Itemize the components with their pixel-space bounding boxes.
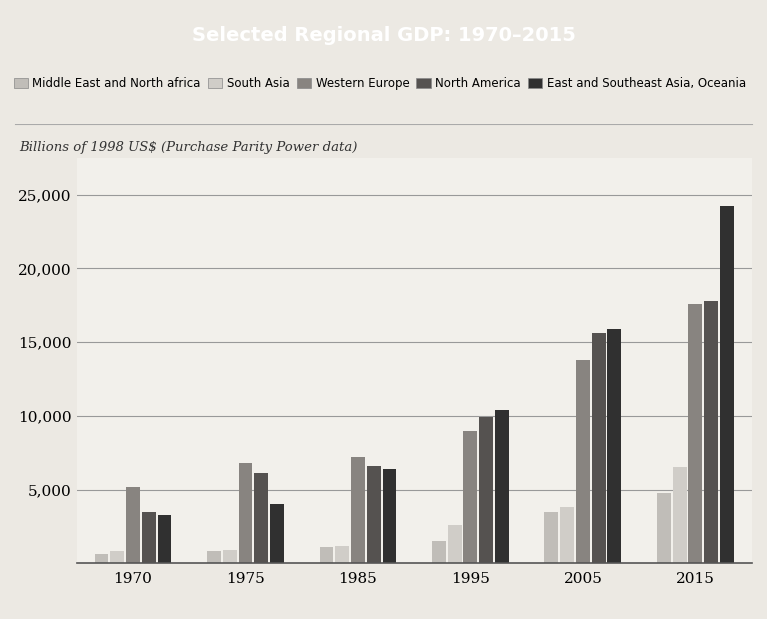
Bar <box>270 504 284 563</box>
Bar <box>560 507 574 563</box>
Bar <box>207 552 221 563</box>
Bar <box>142 512 156 563</box>
Bar <box>383 469 397 563</box>
Bar <box>591 333 606 563</box>
Bar <box>351 457 365 563</box>
Bar <box>320 547 334 563</box>
Bar <box>576 360 590 563</box>
Bar <box>463 431 477 563</box>
Bar <box>157 514 171 563</box>
Legend: Middle East and North africa, South Asia, Western Europe, North America, East an: Middle East and North africa, South Asia… <box>14 77 746 90</box>
Bar <box>720 207 734 563</box>
Bar <box>479 417 493 563</box>
Bar <box>689 304 703 563</box>
Bar <box>495 410 509 563</box>
Bar <box>448 525 462 563</box>
Bar <box>607 329 621 563</box>
Bar <box>335 545 349 563</box>
Text: Selected Regional GDP: 1970–2015: Selected Regional GDP: 1970–2015 <box>192 26 575 45</box>
Bar <box>222 550 237 563</box>
Text: Billions of 1998 US$ (Purchase Parity Power data): Billions of 1998 US$ (Purchase Parity Po… <box>19 141 357 154</box>
Bar <box>704 301 718 563</box>
Bar <box>367 466 380 563</box>
Bar <box>110 552 124 563</box>
Bar <box>94 555 108 563</box>
Bar <box>432 541 446 563</box>
Bar <box>254 474 268 563</box>
Bar <box>657 493 671 563</box>
Bar <box>673 467 686 563</box>
Bar <box>239 463 252 563</box>
Bar <box>126 487 140 563</box>
Bar <box>545 512 558 563</box>
